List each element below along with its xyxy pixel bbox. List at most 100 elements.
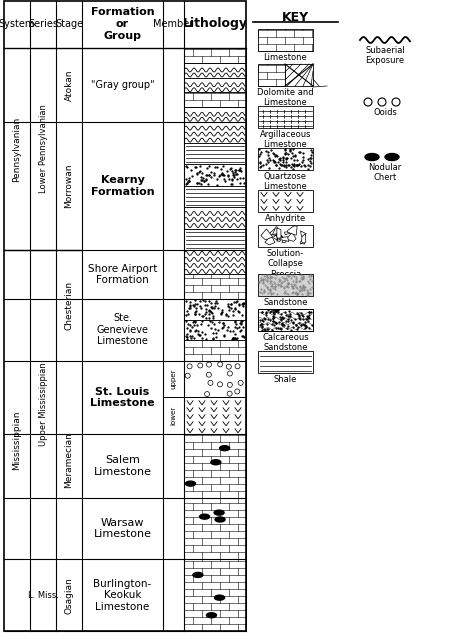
Polygon shape — [269, 229, 277, 236]
Point — [299, 273, 306, 283]
Bar — [184, 360, 246, 435]
Point — [238, 331, 245, 341]
Point — [297, 270, 305, 281]
Point — [212, 332, 219, 342]
Point — [275, 164, 283, 174]
Point — [183, 295, 190, 305]
Point — [270, 283, 277, 293]
Point — [302, 161, 309, 171]
Point — [281, 307, 288, 317]
Point — [210, 313, 217, 323]
Point — [265, 323, 272, 334]
Text: "Gray group": "Gray group" — [91, 80, 154, 90]
Point — [192, 298, 199, 309]
Point — [290, 283, 297, 293]
Text: Quartzose
Limestone: Quartzose Limestone — [264, 172, 307, 192]
Text: Salem
Limestone: Salem Limestone — [94, 455, 152, 477]
Point — [256, 162, 264, 172]
Point — [259, 316, 266, 326]
Point — [205, 170, 212, 180]
Point — [230, 310, 237, 320]
Point — [306, 307, 313, 317]
Point — [289, 282, 296, 293]
Point — [305, 307, 312, 317]
Point — [241, 178, 248, 189]
Point — [214, 180, 221, 190]
Polygon shape — [272, 227, 278, 235]
Point — [296, 159, 303, 169]
Point — [279, 152, 286, 162]
Point — [299, 271, 306, 281]
Point — [307, 307, 315, 318]
Point — [276, 159, 284, 169]
Point — [284, 279, 292, 289]
Point — [201, 300, 208, 310]
Point — [267, 286, 274, 296]
Point — [271, 279, 279, 289]
Point — [304, 160, 311, 170]
Point — [290, 287, 297, 297]
Polygon shape — [302, 234, 306, 243]
Ellipse shape — [193, 573, 203, 578]
Polygon shape — [287, 226, 297, 235]
Point — [274, 307, 282, 317]
Point — [256, 149, 263, 159]
Point — [217, 307, 225, 318]
Bar — [184, 92, 246, 107]
Ellipse shape — [214, 510, 224, 515]
Point — [303, 288, 310, 298]
Point — [270, 155, 277, 166]
Ellipse shape — [365, 153, 379, 160]
Point — [194, 168, 201, 178]
Point — [308, 153, 315, 163]
Point — [228, 175, 235, 185]
Point — [231, 303, 239, 313]
Point — [280, 160, 288, 170]
Point — [212, 323, 219, 334]
Point — [224, 300, 231, 311]
Point — [267, 276, 274, 286]
Point — [269, 311, 276, 321]
Point — [212, 328, 220, 338]
Point — [256, 277, 263, 288]
Text: Burlington-
Keokuk
Limestone: Burlington- Keokuk Limestone — [94, 578, 152, 612]
Point — [273, 289, 280, 299]
Point — [278, 309, 285, 319]
Text: Shore Airport
Formation: Shore Airport Formation — [88, 264, 157, 285]
Point — [305, 272, 312, 282]
Point — [227, 303, 234, 313]
Point — [191, 309, 198, 319]
Point — [282, 154, 289, 164]
Point — [261, 286, 268, 296]
Point — [235, 307, 243, 317]
Point — [235, 300, 242, 311]
Point — [282, 286, 289, 296]
Ellipse shape — [199, 514, 210, 519]
Point — [236, 163, 243, 173]
Point — [306, 273, 314, 284]
Point — [297, 286, 304, 296]
Point — [185, 303, 192, 313]
Point — [228, 174, 235, 185]
Point — [257, 275, 264, 285]
Point — [207, 302, 214, 312]
Point — [306, 288, 313, 298]
Point — [208, 303, 216, 313]
Text: Member: Member — [153, 19, 194, 29]
Point — [232, 316, 239, 326]
Point — [257, 275, 265, 285]
Point — [208, 308, 216, 318]
Point — [297, 281, 304, 291]
Point — [233, 334, 240, 344]
Point — [194, 298, 201, 309]
Bar — [258, 106, 313, 128]
Point — [294, 160, 301, 170]
Point — [188, 171, 195, 181]
Point — [230, 168, 237, 178]
Point — [224, 166, 231, 176]
Bar — [184, 63, 246, 77]
Point — [291, 288, 298, 298]
Point — [203, 170, 210, 180]
Point — [237, 165, 244, 175]
Point — [286, 146, 293, 156]
